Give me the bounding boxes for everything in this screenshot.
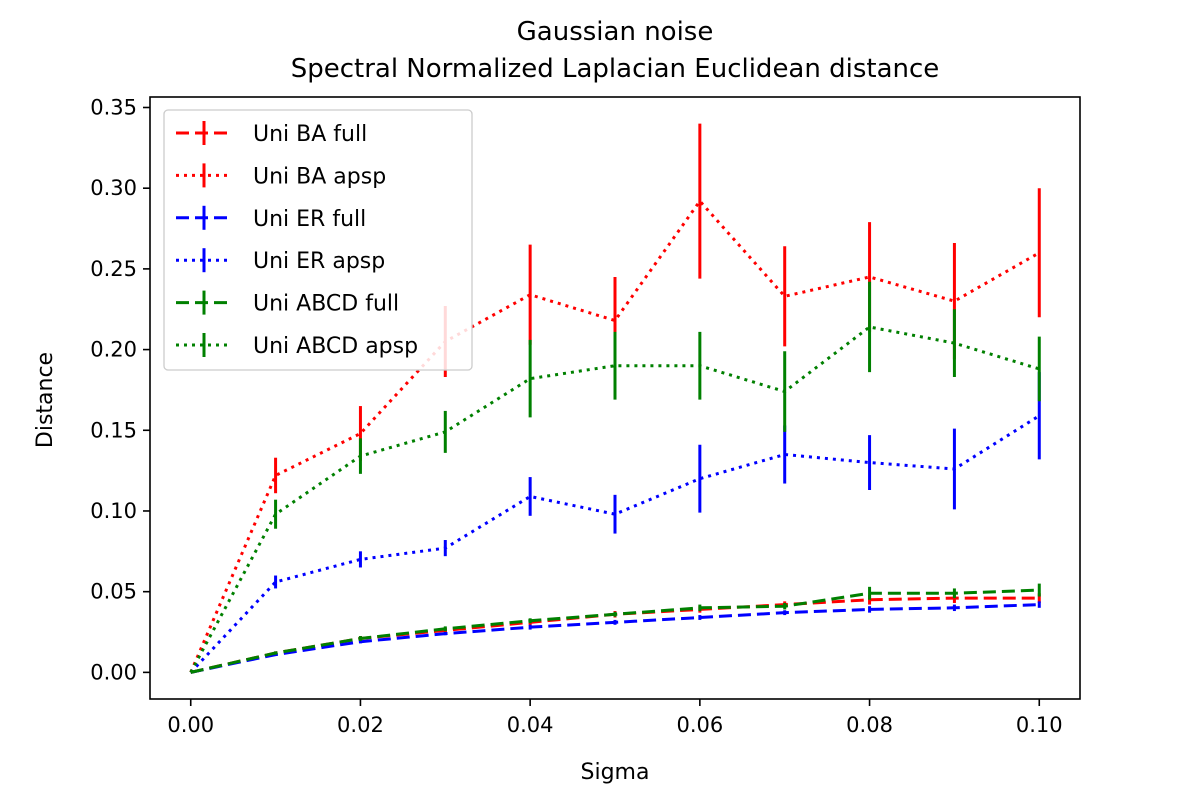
- legend-box: [163, 109, 473, 371]
- legend-item: Uni ABCD apsp: [176, 333, 418, 359]
- x-tick-label: 0.02: [337, 713, 384, 737]
- legend-item: Uni ER full: [176, 205, 366, 232]
- y-axis-label: Distance: [33, 352, 58, 448]
- legend-label: Uni ER apsp: [253, 249, 385, 274]
- x-tick-label: 0.10: [1016, 713, 1063, 737]
- y-tick-label: 0.20: [90, 338, 137, 362]
- x-tick-label: 0.08: [846, 713, 893, 737]
- x-tick-label: 0.06: [676, 713, 723, 737]
- legend-label: Uni ER full: [253, 207, 366, 232]
- y-tick-label: 0.30: [90, 176, 137, 200]
- y-tick-label: 0.15: [90, 418, 137, 442]
- series-5: [189, 281, 1041, 674]
- legend-item: Uni BA apsp: [176, 163, 386, 189]
- x-tick-label: 0.04: [507, 713, 554, 737]
- legend: Uni BA full Uni BA apsp Uni ER full Uni ER …: [163, 109, 473, 371]
- legend-item: Uni BA full: [176, 121, 367, 147]
- x-tick-label: 0.00: [167, 713, 214, 737]
- series-line: [189, 325, 1040, 674]
- y-tick-label: 0.05: [90, 580, 137, 604]
- plot-data-layer: [189, 123, 1041, 674]
- y-tick-label: 0.10: [90, 499, 137, 523]
- y-tick-label: 0.00: [90, 660, 137, 684]
- legend-label: Uni BA full: [253, 122, 367, 147]
- legend-label: Uni ABCD apsp: [253, 334, 418, 359]
- chart-subtitle: Spectral Normalized Laplacian Euclidean …: [291, 54, 940, 84]
- legend-item: Uni ER apsp: [176, 248, 385, 274]
- axis-ticks: 0.00 0.02 0.04 0.06 0.08 0.10 0.00 0.05 0.10 0.15…: [90, 95, 1062, 737]
- series-line: [189, 198, 1041, 673]
- legend-label: Uni ABCD full: [253, 292, 399, 317]
- plot-frame: [149, 96, 1081, 700]
- chart-title: Gaussian noise: [517, 17, 714, 47]
- legend-item: Uni ABCD full: [176, 290, 399, 317]
- series-4: [190, 583, 1041, 674]
- y-tick-label: 0.25: [90, 257, 137, 281]
- x-axis-label: Sigma: [581, 760, 650, 785]
- legend-label: Uni BA apsp: [253, 164, 386, 189]
- series-line: [189, 414, 1041, 674]
- y-tick-label: 0.35: [90, 95, 137, 119]
